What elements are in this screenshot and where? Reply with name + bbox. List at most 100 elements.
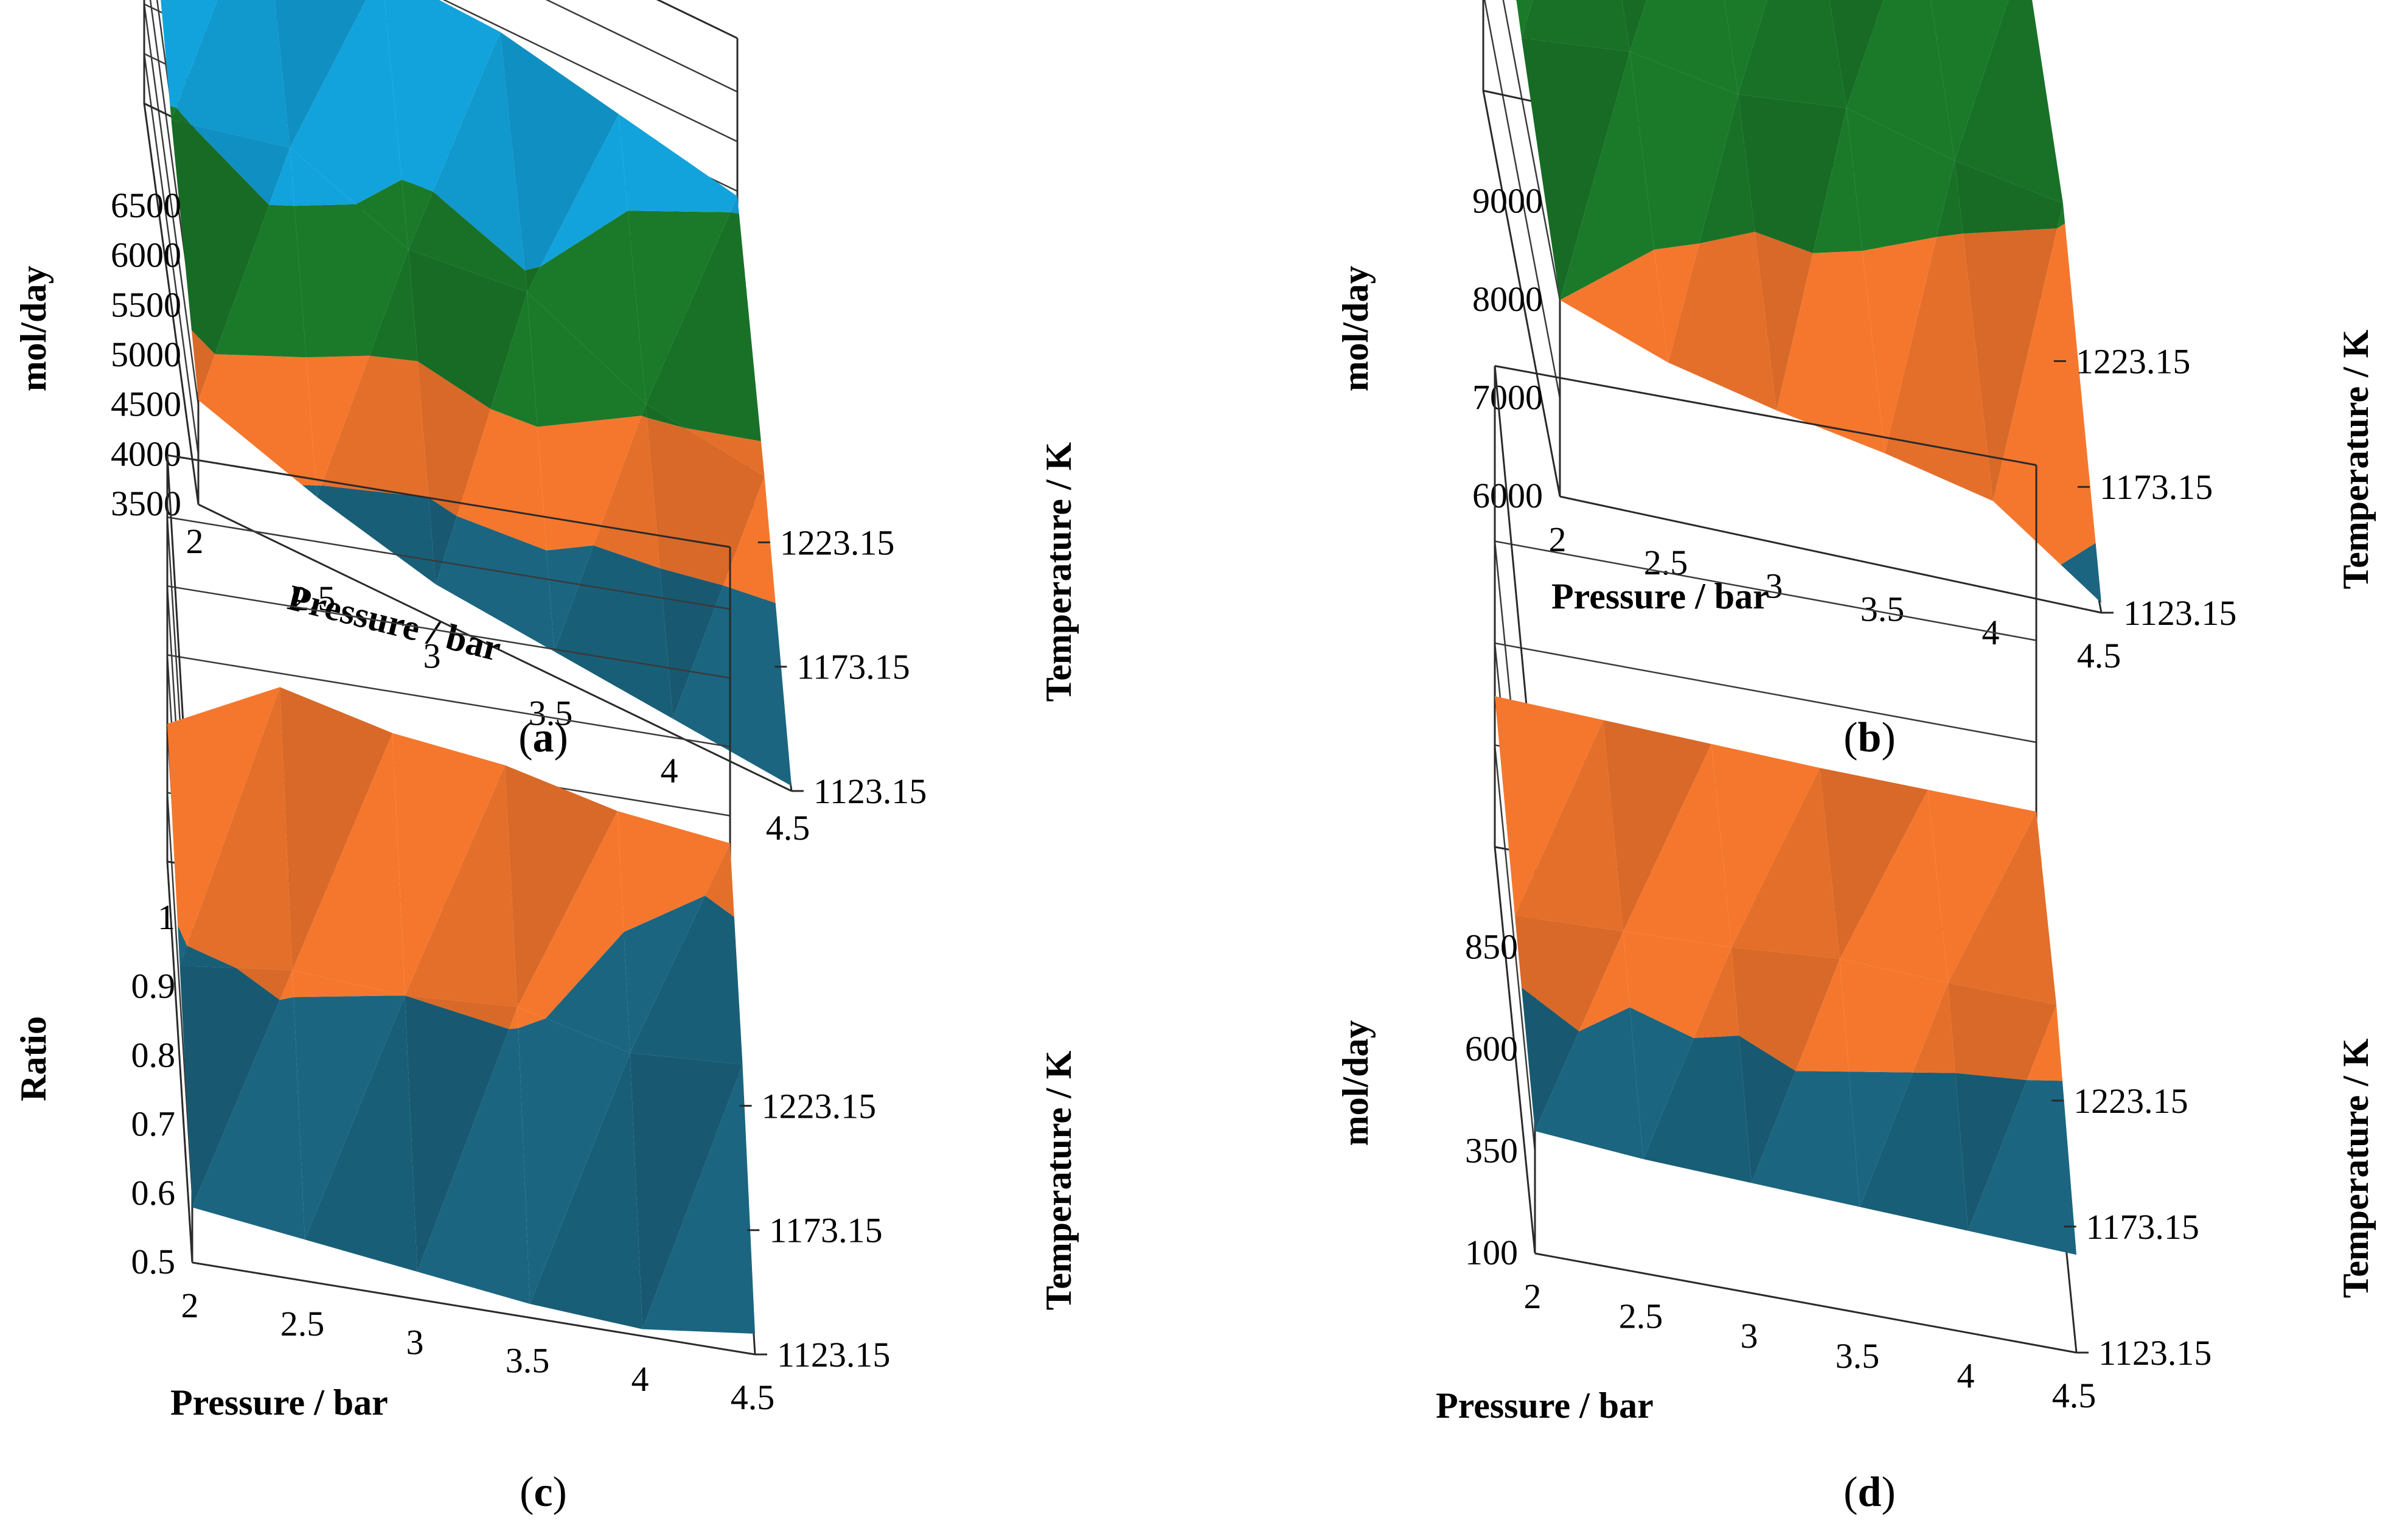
x-tick-label: 3 xyxy=(406,1322,424,1362)
surface-patch xyxy=(1623,931,1731,1038)
surface-patch xyxy=(705,843,734,917)
surface-patch xyxy=(293,995,405,1240)
surface-patch xyxy=(593,416,660,568)
surface-patch xyxy=(730,196,739,214)
surface-patch xyxy=(1739,1036,1796,1183)
surface-patch xyxy=(1522,38,1630,301)
surface-patch xyxy=(1913,983,1955,1073)
panel-c: 0.50.60.70.80.912 2.5 3 3.5 4 4.51123.151173.… xyxy=(13,454,1079,1516)
surface-patch xyxy=(645,404,686,428)
x-tick-label: 3 xyxy=(1766,566,1783,605)
surface-patch xyxy=(1812,108,1863,253)
surface-patch xyxy=(269,147,294,206)
surface-patch xyxy=(1699,94,1755,244)
x-ticks: 2 2.5 3 3.5 4 4.5 xyxy=(181,1286,775,1417)
surface-patch xyxy=(1936,161,1963,237)
surface xyxy=(1495,696,2076,1255)
z-tick-label: 9000 xyxy=(1472,181,1543,221)
surface-patch xyxy=(1846,108,1955,251)
surface-patch xyxy=(294,204,409,358)
surface-patch xyxy=(1711,744,1820,947)
t-tick-label: 1123.15 xyxy=(2098,1333,2211,1373)
surface-patch xyxy=(2061,543,2101,603)
surface-patch xyxy=(1738,94,1846,254)
surface-patch xyxy=(1930,0,2009,161)
surface-patch xyxy=(290,147,356,206)
surface-patch xyxy=(1993,223,2096,565)
surface-patch xyxy=(1731,947,1840,1071)
surface-patch xyxy=(292,733,405,996)
surface-patch xyxy=(518,1018,630,1304)
z-ticks: 0.5 0.6 0.7 0.8 0.9 1 xyxy=(131,897,176,1281)
surface-patch xyxy=(408,191,527,292)
surface-patch xyxy=(1885,233,1993,501)
axis-edge xyxy=(167,454,731,548)
surface-patch xyxy=(433,32,525,271)
surface-patch xyxy=(1668,232,1776,411)
x-tick-label: 3.5 xyxy=(1836,1336,1880,1376)
surface-patch xyxy=(1860,1072,1968,1231)
axis-edge xyxy=(166,861,193,1263)
surface-patch xyxy=(1731,768,1840,959)
x-tick-label: 4.5 xyxy=(2077,636,2121,675)
surface-patch xyxy=(1560,249,1668,363)
axis-edge xyxy=(1494,364,2037,466)
surface-patch xyxy=(1515,720,1623,932)
temperature-axis-title: Temperature / K xyxy=(1039,442,1079,702)
surface-patch xyxy=(517,1007,546,1028)
surface-patch xyxy=(405,995,518,1030)
surface-patch xyxy=(187,687,293,970)
z-tick-label: 4500 xyxy=(111,385,181,424)
t-tick-label: 1173.15 xyxy=(2100,467,2213,507)
x-tick-label: 2.5 xyxy=(280,1304,325,1343)
surface-patch xyxy=(1752,1071,1860,1207)
surface-patch xyxy=(402,179,433,250)
x-tick-label: 3.5 xyxy=(506,1341,550,1381)
t-tick-label: 1123.15 xyxy=(777,1335,890,1375)
surface-patch xyxy=(524,267,540,292)
surface-patch xyxy=(316,485,322,497)
surface-patch xyxy=(1522,0,1630,52)
surface-patch xyxy=(1643,1036,1752,1183)
panel-a: 350040004500500055006000650022.533.544.5… xyxy=(13,0,1079,848)
x-tick-label: 3.5 xyxy=(529,694,573,733)
temperature-axis-title: Temperature / K xyxy=(1039,1050,1079,1310)
surface-patch xyxy=(630,1053,743,1329)
surface-patch xyxy=(624,896,705,1053)
x-tick-label: 4.5 xyxy=(766,808,810,848)
surface-patch xyxy=(1755,232,1813,411)
surface-patch xyxy=(1522,987,1579,1131)
gridline xyxy=(1502,0,2025,301)
axis-edge xyxy=(192,1261,756,1356)
surface-patch xyxy=(645,212,761,442)
surface-patch xyxy=(1795,958,1849,1072)
surface-patch xyxy=(2057,203,2065,229)
surface-patch xyxy=(1535,1007,1643,1159)
surface-patch xyxy=(321,355,429,498)
surface-patch xyxy=(530,1053,642,1329)
z-tick-label: 0.9 xyxy=(131,966,176,1006)
surface-patch xyxy=(170,106,176,120)
y-axis-title: mol/day xyxy=(1335,1020,1376,1146)
surface-patch xyxy=(171,120,270,355)
surface-patch xyxy=(619,114,737,212)
axis-edge xyxy=(143,103,200,505)
surface-patch xyxy=(517,811,624,1019)
axis-edge xyxy=(1559,495,2102,614)
x-axis-title: Pressure / bar xyxy=(1436,1385,1654,1426)
surface-patch xyxy=(1840,790,1948,983)
y-axis-title: mol/day xyxy=(13,266,54,392)
temperature-axis-title: Temperature / K xyxy=(2336,1038,2376,1298)
z-tick-label: 0.5 xyxy=(131,1242,176,1281)
axis-edge xyxy=(1534,1252,2077,1354)
panel-label: (c) xyxy=(520,1469,567,1516)
surface-patch xyxy=(1955,1073,2027,1231)
surface-patch xyxy=(1579,931,1630,1031)
z-tick-label: 7000 xyxy=(1472,378,1543,417)
surface-patch xyxy=(1623,744,1731,947)
x-tick-label: 4 xyxy=(661,751,678,790)
surface-patch xyxy=(1862,237,1936,453)
t-ticks: 1123.15 1173.15 1223.15 xyxy=(2053,341,2236,633)
surface-patch xyxy=(1829,0,1884,108)
